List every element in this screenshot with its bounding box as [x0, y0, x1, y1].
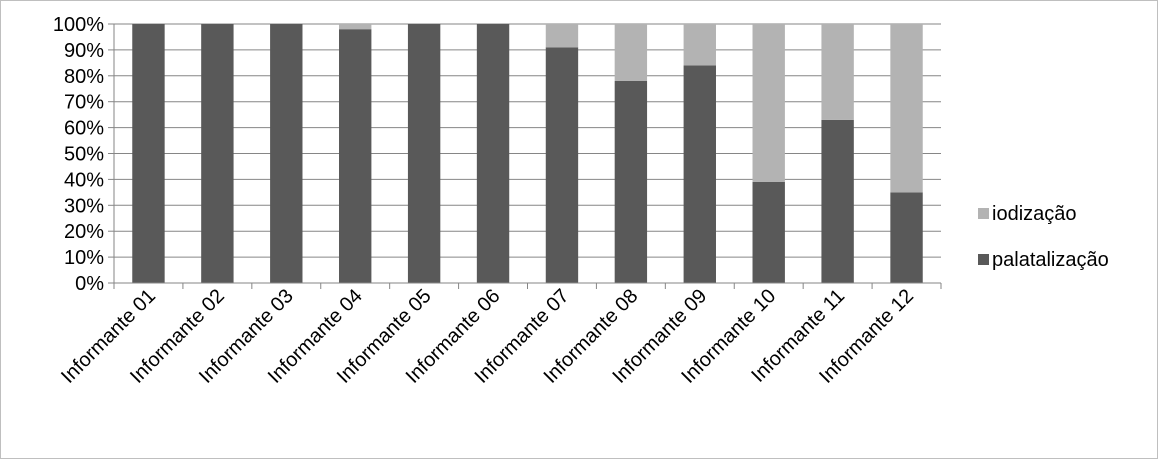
bar-segment — [821, 119, 854, 283]
bar-segment — [752, 181, 785, 283]
axes — [108, 23, 942, 289]
y-tick-label: 30% — [64, 195, 104, 217]
bar-segment — [890, 24, 923, 193]
y-tick-label: 80% — [64, 66, 104, 88]
bar-segment — [476, 24, 510, 283]
y-tick-label: 20% — [64, 221, 104, 243]
legend-swatch — [978, 254, 989, 265]
legend-label: iodização — [992, 203, 1077, 225]
bar-segment — [683, 65, 716, 283]
bar-segment — [339, 24, 372, 30]
bar-segment — [545, 24, 579, 48]
bar-segment — [132, 24, 165, 283]
y-tick-label: 0% — [75, 273, 104, 295]
bar-segment — [683, 24, 716, 66]
y-tick-labels: 0% 10% 20% 30% 40% 50% 60% 70% 80% 90% 100% — [53, 14, 104, 295]
bar-segment — [821, 24, 854, 120]
y-tick-label: 100% — [53, 14, 104, 36]
bar-segment — [545, 47, 579, 284]
bar-segment — [614, 80, 648, 283]
legend-swatch — [978, 208, 989, 219]
legend-label: palatalização — [992, 249, 1109, 271]
bars — [132, 24, 923, 284]
y-tick-label: 10% — [64, 247, 104, 269]
gridlines — [114, 23, 941, 284]
y-tick-label: 50% — [64, 144, 104, 166]
y-tick-label: 60% — [64, 118, 104, 140]
legend: iodização palatalização — [978, 203, 1109, 271]
bar-segment — [339, 29, 372, 284]
bar-segment — [890, 192, 923, 283]
y-tick-label: 40% — [64, 169, 104, 191]
y-tick-label: 70% — [64, 92, 104, 114]
bar-segment — [752, 24, 785, 182]
bar-segment — [270, 24, 303, 283]
bar-segment — [407, 24, 441, 283]
y-tick-label: 90% — [64, 40, 104, 62]
bar-segment — [201, 24, 234, 283]
bar-segment — [614, 24, 648, 81]
